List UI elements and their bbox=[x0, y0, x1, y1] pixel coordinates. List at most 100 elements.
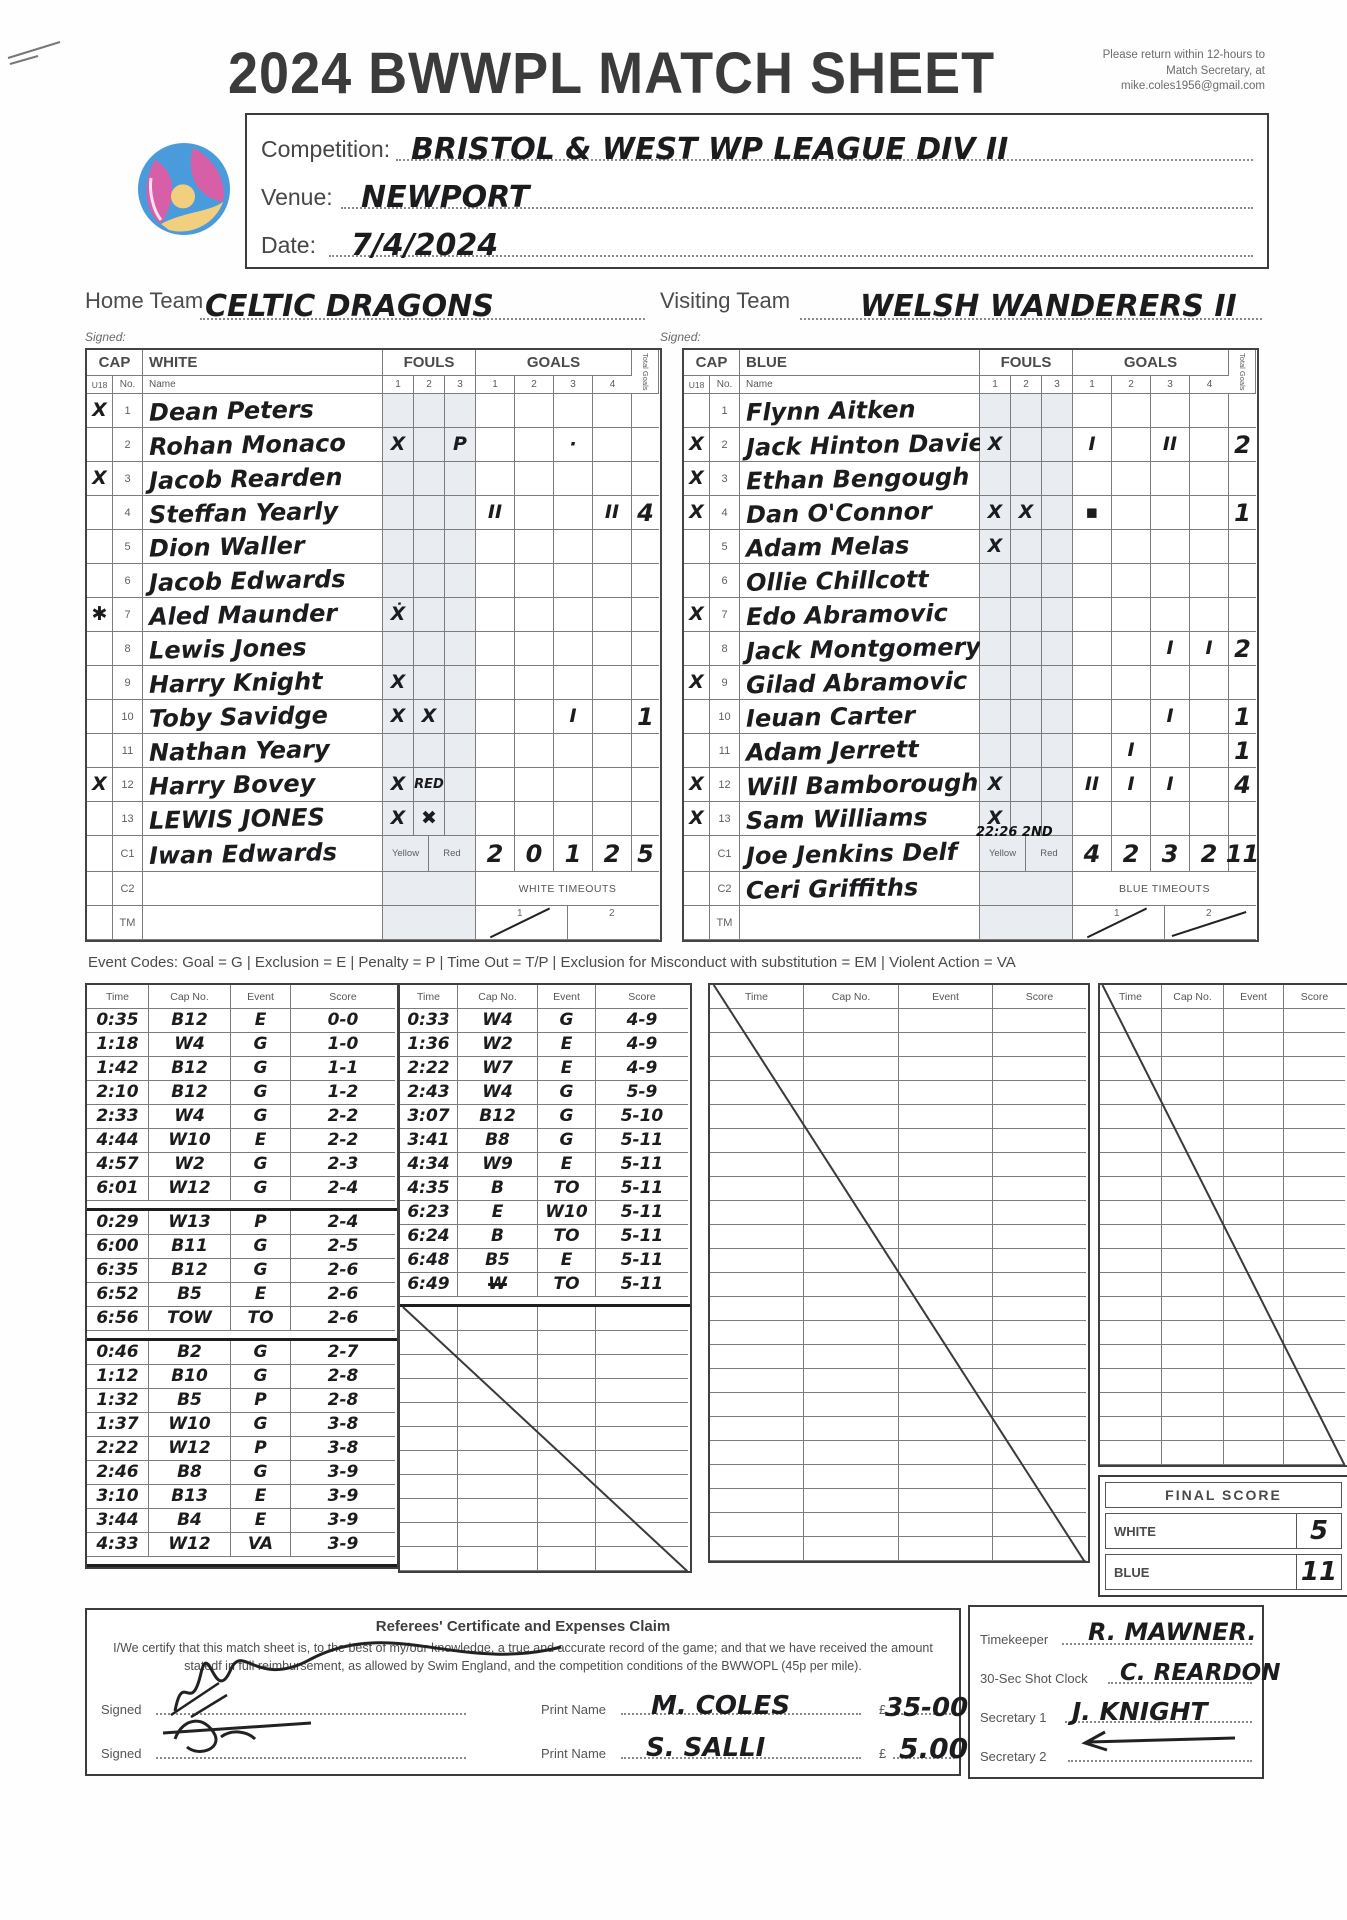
foul-mark bbox=[980, 734, 1011, 768]
u18-mark bbox=[87, 496, 113, 530]
empty-cell bbox=[710, 1177, 804, 1201]
red-card-cell: Red bbox=[429, 836, 476, 872]
event-time: 4:57 bbox=[87, 1153, 149, 1177]
cap-number: 12 bbox=[113, 768, 143, 802]
period-separator bbox=[87, 1557, 397, 1567]
total-goals-value bbox=[1229, 462, 1256, 496]
venue-label: Venue: bbox=[261, 184, 333, 210]
event-time: 1:32 bbox=[87, 1389, 149, 1413]
goal-mark bbox=[1151, 496, 1190, 530]
event-cap: B13 bbox=[149, 1485, 231, 1509]
roster-row: X 12 Harry Bovey X RED bbox=[87, 768, 660, 802]
empty-cell bbox=[710, 1297, 804, 1321]
event-row: 2:46 B8 G 3-9 bbox=[87, 1461, 397, 1485]
empty-cell bbox=[1284, 1105, 1345, 1129]
home-team-line: Home Team CELTIC DRAGONS bbox=[85, 288, 645, 324]
foul-mark: X bbox=[383, 802, 414, 836]
coach1-row: C1 Iwan Edwards Yellow Red 2 0 1 2 5 bbox=[87, 836, 660, 872]
foul-mark: X bbox=[383, 666, 414, 700]
cap-header: CAP bbox=[684, 350, 740, 376]
foul-col-header: 2 bbox=[414, 376, 445, 394]
empty-cell bbox=[596, 1451, 688, 1475]
quarter-goals-value: 0 bbox=[515, 836, 554, 872]
total-goals-value bbox=[1229, 598, 1256, 632]
event-code: G bbox=[231, 1341, 291, 1365]
event-col-header: Cap No. bbox=[1162, 985, 1224, 1009]
empty-cell bbox=[993, 1369, 1086, 1393]
total-goals-value: 1 bbox=[1229, 734, 1256, 768]
print-name-label-2: Print Name bbox=[541, 1746, 607, 1762]
empty-cell bbox=[804, 1081, 899, 1105]
event-score: 5-10 bbox=[596, 1105, 688, 1129]
no-header: No. bbox=[710, 376, 740, 394]
u18-mark bbox=[684, 632, 710, 666]
empty-cell bbox=[1100, 1177, 1162, 1201]
player-name: Will Bamborough bbox=[745, 768, 979, 801]
home-team-label: Home Team bbox=[85, 288, 204, 313]
empty-cell bbox=[710, 1081, 804, 1105]
goal-mark: ▪ bbox=[1073, 496, 1112, 530]
event-row-empty bbox=[710, 1369, 1088, 1393]
event-time: 6:52 bbox=[87, 1283, 149, 1307]
fouls-blank-cell bbox=[980, 906, 1073, 940]
empty-cell bbox=[710, 1009, 804, 1033]
home-signed-label: Signed: bbox=[85, 330, 126, 344]
goal-col-header: 2 bbox=[1112, 376, 1151, 394]
event-row: 0:33 W4 G 4-9 bbox=[400, 1009, 690, 1033]
event-score: 5-11 bbox=[596, 1201, 688, 1225]
event-row: 6:24 B TO 5-11 bbox=[400, 1225, 690, 1249]
empty-cell bbox=[1284, 1081, 1345, 1105]
currency-label-2: £ bbox=[879, 1746, 887, 1762]
goal-col-header: 2 bbox=[515, 376, 554, 394]
empty-cell bbox=[993, 1513, 1086, 1537]
empty-cell bbox=[899, 1105, 993, 1129]
empty-cell bbox=[899, 1009, 993, 1033]
event-col-header: Score bbox=[291, 985, 395, 1009]
roster-row: 5 Dion Waller bbox=[87, 530, 660, 564]
foul-mark: X bbox=[980, 428, 1011, 462]
final-score-white-value: 5 bbox=[1309, 1516, 1329, 1546]
name-header: Name bbox=[740, 376, 980, 394]
event-col-header: Score bbox=[993, 985, 1086, 1009]
empty-cell bbox=[1224, 1297, 1284, 1321]
empty-cell bbox=[899, 1369, 993, 1393]
foul-mark bbox=[1011, 462, 1042, 496]
empty-cell bbox=[804, 1225, 899, 1249]
empty-cell bbox=[596, 1355, 688, 1379]
goal-mark bbox=[515, 428, 554, 462]
goal-mark bbox=[515, 530, 554, 564]
u18-mark bbox=[87, 632, 113, 666]
blue-roster-table: CAP BLUE FOULS GOALS Total Goals U18 No. Name 1 2… bbox=[682, 348, 1259, 942]
corner-pen-mark bbox=[7, 41, 61, 65]
event-col-header: Event bbox=[899, 985, 993, 1009]
empty-cell bbox=[596, 1331, 688, 1355]
empty-cell bbox=[400, 1523, 458, 1547]
event-row-empty bbox=[1100, 1153, 1347, 1177]
event-row-empty bbox=[710, 1225, 1088, 1249]
roster-row: X 12 Will Bamborough X II I I 4 bbox=[684, 768, 1257, 802]
total-goals-value: 2 bbox=[1229, 632, 1256, 666]
event-score: 0-0 bbox=[291, 1009, 395, 1033]
empty-cell bbox=[1224, 1177, 1284, 1201]
player-name: Jacob Rearden bbox=[148, 462, 343, 495]
event-row: 3:10 B13 E 3-9 bbox=[87, 1485, 397, 1509]
foul-mark bbox=[445, 598, 476, 632]
event-code: P bbox=[231, 1211, 291, 1235]
team-color-header: BLUE bbox=[740, 350, 980, 376]
secretary2-label: Secretary 2 bbox=[980, 1749, 1047, 1764]
event-code: E bbox=[231, 1283, 291, 1307]
quarter-goals-value: 3 bbox=[1151, 836, 1190, 872]
u18-mark bbox=[684, 734, 710, 768]
empty-cell bbox=[899, 1537, 993, 1561]
event-row-empty bbox=[1100, 1249, 1347, 1273]
event-time: 2:10 bbox=[87, 1081, 149, 1105]
goal-mark: I bbox=[1151, 632, 1190, 666]
event-code: G bbox=[538, 1009, 596, 1033]
empty-cell bbox=[1284, 1273, 1345, 1297]
timekeeper-label: Timekeeper bbox=[980, 1632, 1049, 1647]
player-name: Edo Abramovic bbox=[745, 598, 949, 631]
foul-mark bbox=[980, 564, 1011, 598]
goal-mark bbox=[1190, 734, 1229, 768]
empty-cell bbox=[1100, 1225, 1162, 1249]
event-code: G bbox=[538, 1081, 596, 1105]
